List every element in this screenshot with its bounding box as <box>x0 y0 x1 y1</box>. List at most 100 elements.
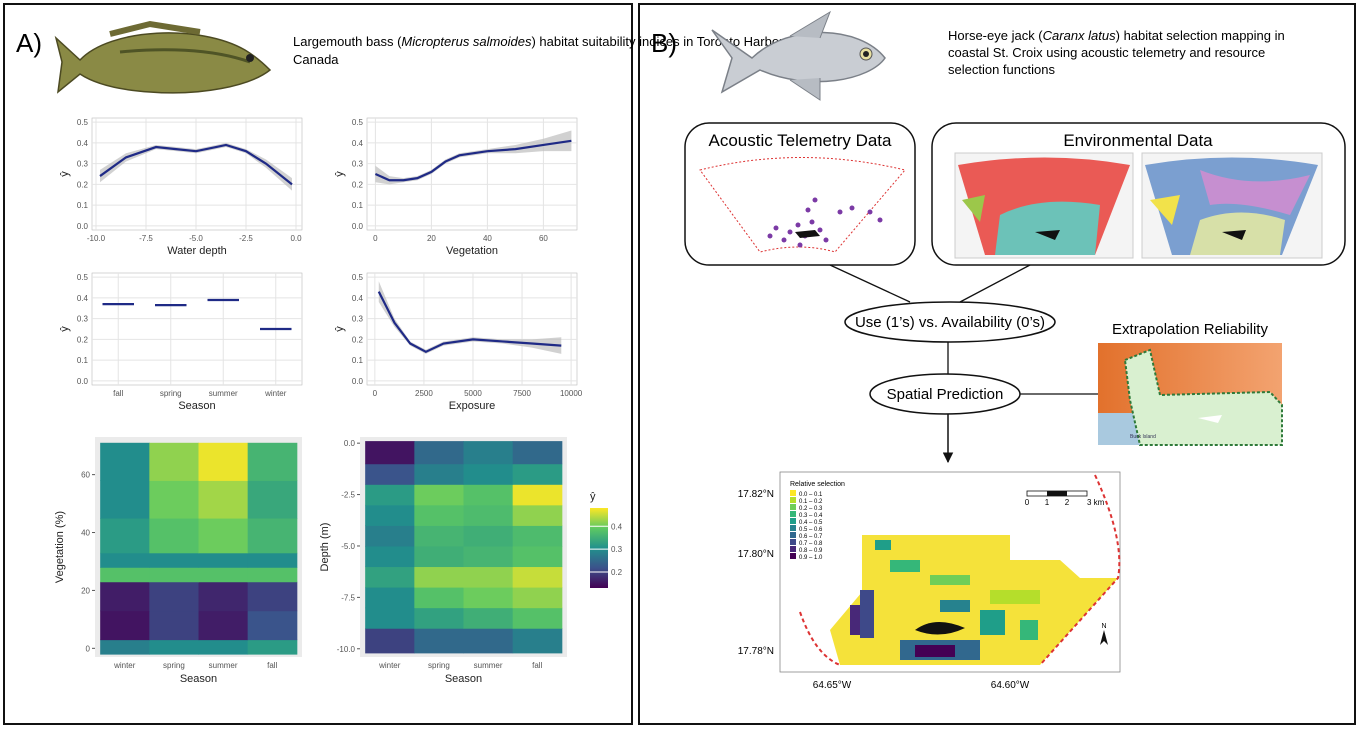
legend-swatch <box>790 525 796 531</box>
detections <box>767 197 883 248</box>
heat-cell <box>414 545 464 568</box>
y-tick-label: 0.1 <box>77 356 89 365</box>
legend-swatch <box>790 490 796 496</box>
title-text: Largemouth bass ( <box>293 34 402 49</box>
connector <box>959 264 1031 303</box>
legend-swatch <box>790 497 796 503</box>
y-tick-label: 0.5 <box>77 118 89 127</box>
use-oval <box>844 301 1056 343</box>
y-axis-label: ŷ <box>59 171 71 177</box>
y-tick-label: 0.0 <box>352 377 364 386</box>
x-tick-label: 0 <box>373 234 378 243</box>
y-tick-label: 40 <box>81 529 90 538</box>
plot-area <box>366 117 578 231</box>
scale-label: 1 <box>1045 498 1050 507</box>
heat-cell <box>365 525 415 547</box>
heat-cell <box>247 442 298 481</box>
heat-cell <box>414 628 464 654</box>
x-tick-label: 10000 <box>560 389 583 398</box>
x-tick-label: 7500 <box>513 389 531 398</box>
heat-cell <box>100 567 150 583</box>
y-tick-label: 0.4 <box>352 294 364 303</box>
environment-map-1 <box>954 152 1134 259</box>
heat-cell <box>512 441 563 465</box>
heat-cell <box>247 480 298 519</box>
heat-cell <box>512 566 563 588</box>
heat-cell <box>365 587 415 609</box>
heat-cell <box>414 463 464 485</box>
x-tick-label: 5000 <box>464 389 482 398</box>
heat-cell <box>512 463 563 485</box>
panel-b-title: Horse-eye jack (Caranx latus) habitat se… <box>948 28 1288 77</box>
heat-cell <box>463 628 514 654</box>
x-tick-label: summer <box>474 661 503 670</box>
heat-cell <box>365 484 415 506</box>
colorbar <box>590 508 608 588</box>
heat-cell <box>414 504 464 526</box>
legend-label: 0.7 – 0.8 <box>799 541 823 547</box>
legend-swatch <box>790 546 796 552</box>
x-tick-label: 2500 <box>415 389 433 398</box>
y-axis-label: Vegetation (%) <box>54 511 66 583</box>
x-tick-label: 0.0 <box>290 234 302 243</box>
y-tick-label: 0.4 <box>77 294 89 303</box>
latitude-label: 17.82°N <box>738 489 774 500</box>
heat-cell <box>414 587 464 609</box>
y-tick-label: 20 <box>81 586 90 595</box>
y-tick-label: 60 <box>81 471 90 480</box>
confidence-band <box>375 130 572 185</box>
y-tick-label: 0.3 <box>352 315 364 324</box>
map-annotations: Relative selection 0.0 – 0.10.1 – 0.20.2 … <box>738 481 1107 691</box>
x-tick-label: fall <box>267 661 277 670</box>
panel-a-plots: 0.0 0.1 0.2 0.3 0.4 0.5 -10.0 -7.5 -5.0 -2.5 0.0 Wa… <box>54 117 623 685</box>
panel-a-frame <box>3 3 633 725</box>
heat-cell <box>463 607 514 629</box>
title-text: Canada <box>293 52 339 67</box>
fit-line <box>99 143 293 186</box>
legend-swatch <box>790 539 796 545</box>
x-axis-label: Season <box>445 673 482 685</box>
y-tick-label: 0.0 <box>77 377 89 386</box>
y-tick-label: 0.4 <box>77 139 89 148</box>
colorbar-title: ŷ <box>590 491 596 503</box>
heat-cell <box>512 607 563 629</box>
heat-cell <box>365 607 415 629</box>
heat-cell <box>512 484 563 506</box>
x-axis-label: Vegetation <box>446 245 498 257</box>
y-tick-label: 0.2 <box>77 180 89 189</box>
extrapolation-map <box>1098 343 1283 446</box>
heat-cell <box>463 545 514 568</box>
y-tick-label: 0.2 <box>352 335 364 344</box>
heat-cell <box>463 441 514 465</box>
heat-cell <box>149 567 199 583</box>
heat-cell <box>149 442 199 481</box>
title-text: coastal St. Croix using acoustic telemet… <box>948 45 1265 60</box>
confidence-band <box>100 142 292 191</box>
x-tick-label: 20 <box>427 234 436 243</box>
heat-cell <box>149 639 199 655</box>
heat-cell <box>247 567 298 583</box>
connector <box>829 264 911 303</box>
heat-cell <box>100 442 150 481</box>
heat-cell <box>198 610 249 641</box>
y-tick-label: 0 <box>86 644 91 653</box>
y-tick-label: 0.4 <box>352 139 364 148</box>
x-tick-label: -5.0 <box>189 234 203 243</box>
place-label: Buck Island <box>1130 434 1156 440</box>
heat-cell <box>512 525 563 547</box>
panel-b-frame <box>638 3 1356 725</box>
plot-area <box>366 272 578 386</box>
y-tick-label: -2.5 <box>341 491 355 500</box>
heat-cell <box>463 566 514 588</box>
panel-label: B) <box>651 28 677 58</box>
x-tick-label: spring <box>160 389 182 398</box>
telemetry-box <box>684 122 916 266</box>
step-label: Use (1’s) vs. Availability (0’s) <box>855 314 1045 331</box>
y-tick-label: 0.5 <box>352 273 364 282</box>
legend-swatch <box>790 532 796 538</box>
y-tick-label: 0.1 <box>352 201 364 210</box>
heat-cell <box>149 581 199 612</box>
x-tick-label: spring <box>428 661 450 670</box>
legend-label: 0.6 – 0.7 <box>799 534 823 540</box>
